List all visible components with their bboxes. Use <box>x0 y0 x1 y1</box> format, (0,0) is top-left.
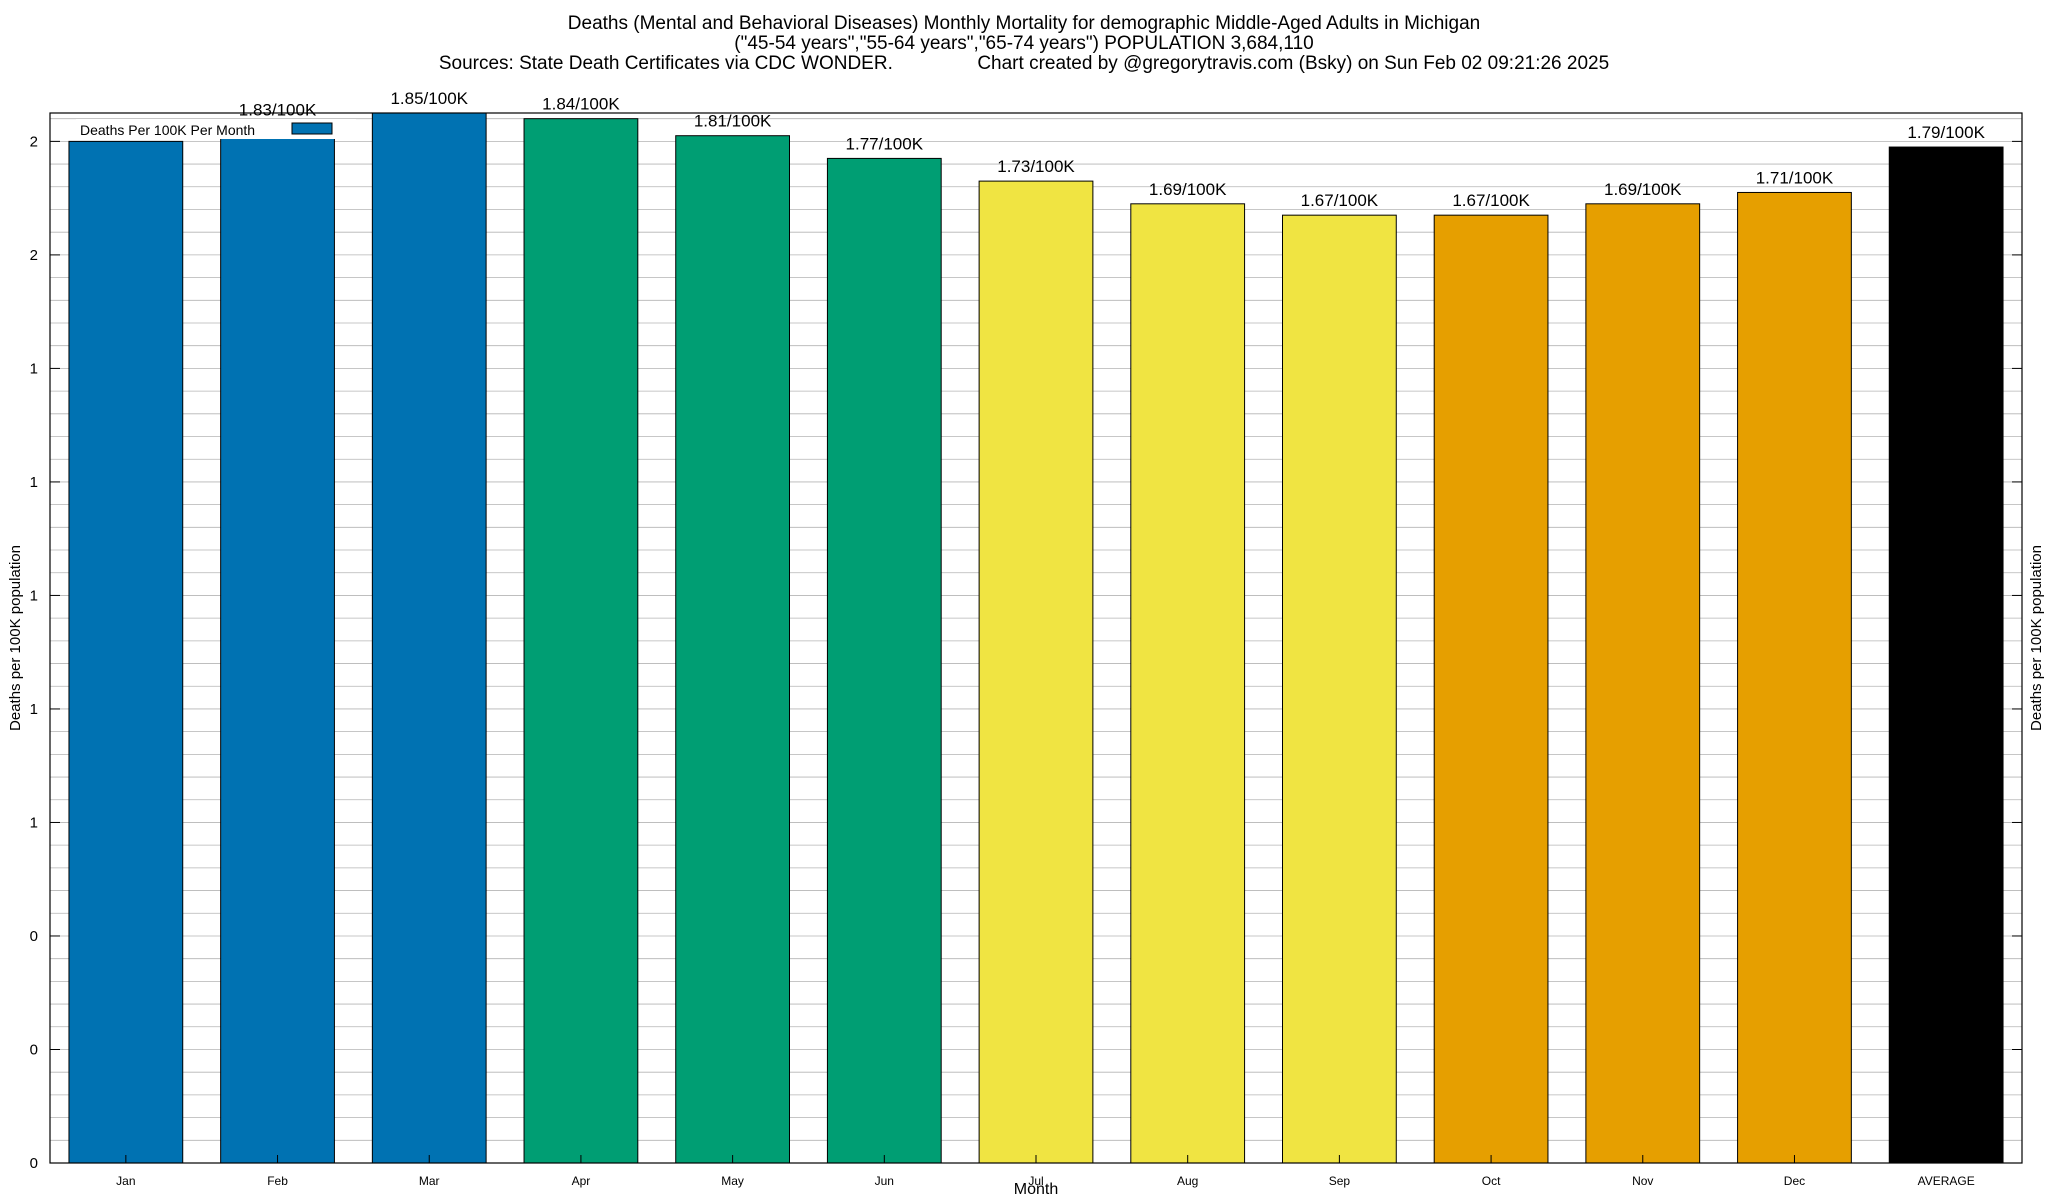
plot-frame <box>49 112 2023 1164</box>
bar <box>371 112 487 1164</box>
chart-credit: Chart created by @gregorytravis.com (Bsk… <box>977 53 1610 74</box>
data-label: 1.67/100K <box>1301 191 1379 210</box>
data-label: 1.85/100K <box>390 89 468 108</box>
data-label: 1.81/100K <box>694 112 772 131</box>
bar <box>1433 214 1549 1164</box>
x-tick-label: Apr <box>572 1174 591 1188</box>
data-label: 1.69/100K <box>1149 180 1227 199</box>
x-tick-label: Nov <box>1632 1174 1653 1188</box>
bar <box>68 140 184 1164</box>
data-label: 1.71/100K <box>1756 168 1834 187</box>
x-tick-label: May <box>721 1174 744 1188</box>
data-label: 1.69/100K <box>1604 180 1682 199</box>
chart-header: Deaths (Mental and Behavioral Diseases) … <box>0 14 2048 74</box>
x-tick-label: Mar <box>419 1174 440 1188</box>
bar <box>1585 203 1701 1164</box>
y-axis-label: Deaths per 100K population <box>7 545 24 731</box>
data-label: 1.79/100K <box>1907 123 1985 142</box>
x-tick-label: Jul <box>1028 1174 1043 1188</box>
bar <box>826 157 942 1164</box>
bar <box>1130 203 1246 1164</box>
x-tick-label: AVERAGE <box>1918 1174 1975 1188</box>
data-label: 1.73/100K <box>997 157 1075 176</box>
x-tick-label: Jun <box>875 1174 894 1188</box>
bar <box>1282 214 1397 1164</box>
legend: Deaths Per 100K Per Month <box>76 119 356 139</box>
legend-box <box>76 119 356 139</box>
bar <box>978 180 1094 1164</box>
y-axis-label-right: Deaths per 100K population <box>2028 545 2045 731</box>
chart-title: Deaths (Mental and Behavioral Diseases) … <box>567 13 1481 34</box>
legend-swatch <box>291 122 333 135</box>
legend-label: Deaths Per 100K Per Month <box>80 122 255 138</box>
bar <box>675 135 791 1164</box>
y-tick-label: 2 <box>30 133 38 150</box>
data-label: 1.84/100K <box>542 95 620 114</box>
y-axis-ticks: 0 0 0 1 1 1 1 1 2 2 <box>30 133 2022 1172</box>
y-tick-label: 1 <box>30 701 38 718</box>
chart-attribution: Sources: State Death Certificates via CD… <box>0 54 2048 74</box>
bar <box>1888 146 2004 1164</box>
bar <box>220 123 335 1164</box>
y-tick-label: 1 <box>30 587 38 604</box>
y-tick-label: 0 <box>30 1041 38 1058</box>
y-tick-label: 0 <box>30 928 38 945</box>
data-label: 1.67/100K <box>1452 191 1530 210</box>
x-tick-label: Oct <box>1482 1174 1501 1188</box>
data-label: 1.83/100K <box>239 100 317 119</box>
x-tick-label: Aug <box>1177 1174 1198 1188</box>
x-tick-label: Sep <box>1329 1174 1351 1188</box>
y-tick-label: 1 <box>30 360 38 377</box>
x-tick-label: Feb <box>267 1174 288 1188</box>
x-axis-label: Month <box>1014 1181 1058 1198</box>
bar <box>523 118 639 1164</box>
bars <box>68 112 2004 1164</box>
chart-subtitle: ("45-54 years","55-64 years","65-74 year… <box>734 33 1314 54</box>
x-axis-ticks: Jan Feb Mar Apr May Jun Jul Aug Sep Oct Nov Dec AVER… <box>116 1155 1975 1188</box>
y-tick-label: 2 <box>30 247 38 264</box>
data-label: 1.77/100K <box>846 134 924 153</box>
chart-sources: Sources: State Death Certificates via CD… <box>438 53 893 74</box>
x-tick-label: Dec <box>1784 1174 1805 1188</box>
bar <box>1737 191 1852 1164</box>
y-tick-label: 0 <box>30 1155 38 1172</box>
x-tick-label: Jan <box>116 1174 135 1188</box>
y-tick-label: 1 <box>30 814 38 831</box>
data-labels: 1.80/100K1.83/100K1.85/100K1.84/100K1.81… <box>87 89 1985 210</box>
y-tick-label: 1 <box>30 474 38 491</box>
